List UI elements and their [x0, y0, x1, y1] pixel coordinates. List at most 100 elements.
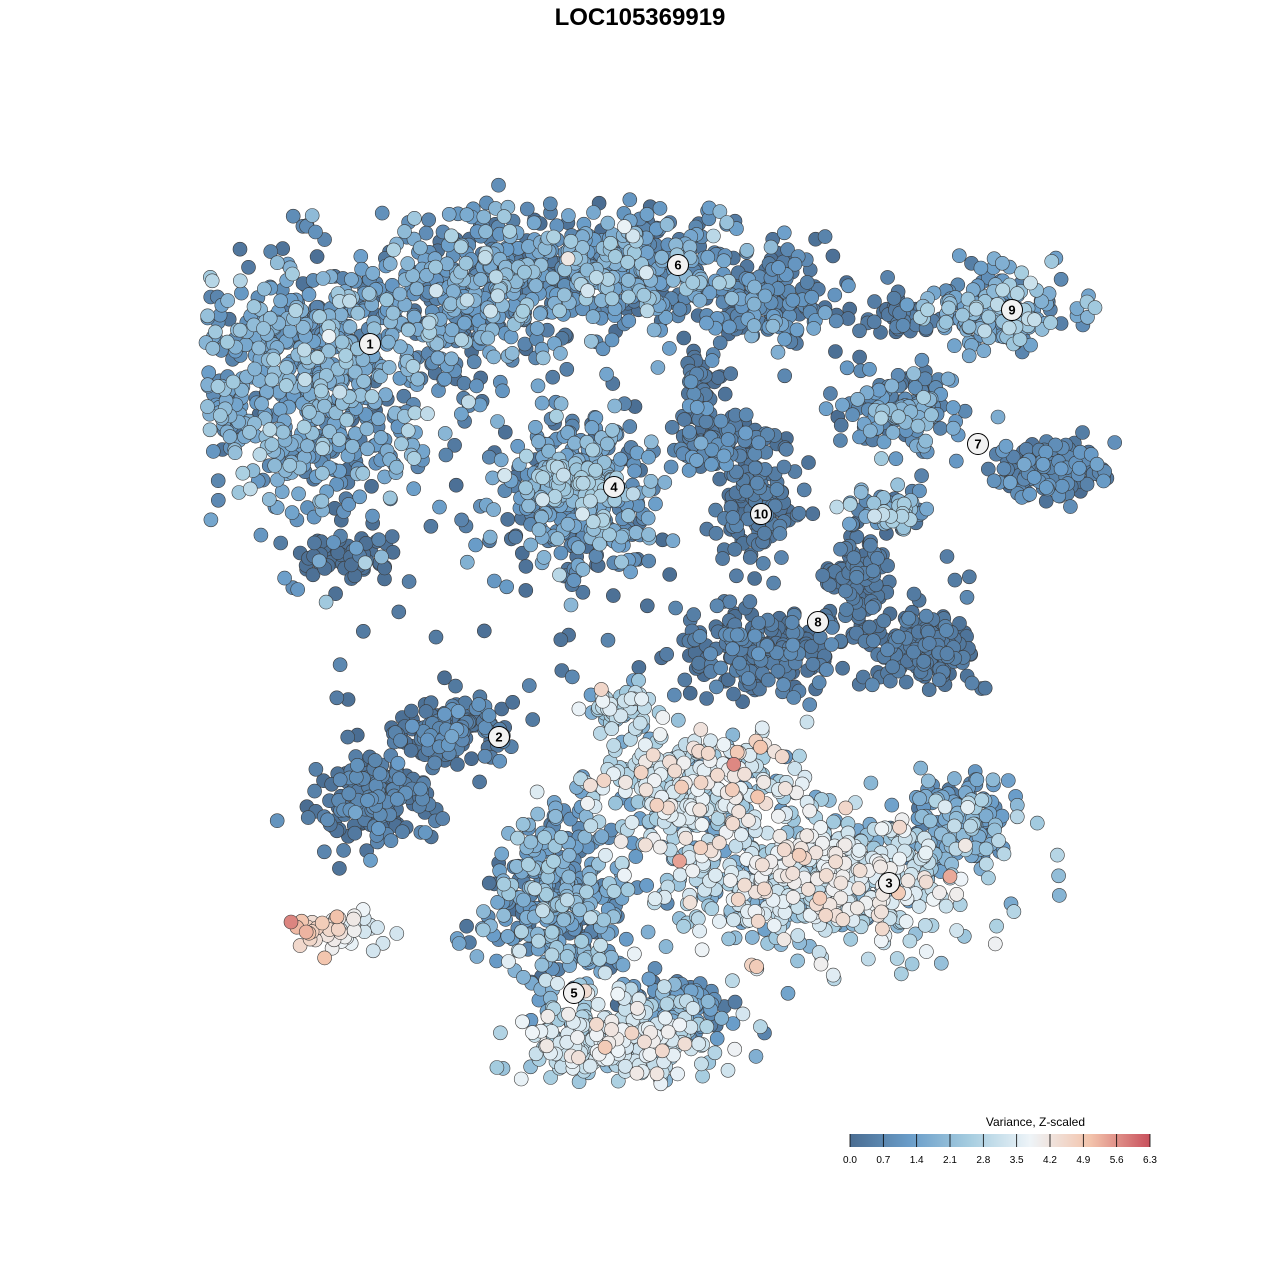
data-point: [273, 535, 289, 551]
data-point: [650, 360, 666, 375]
data-point: [417, 825, 433, 840]
data-point: [748, 1049, 764, 1064]
data-point: [438, 447, 454, 463]
data-point: [510, 830, 525, 846]
data-point: [441, 207, 457, 222]
data-point: [631, 660, 647, 675]
data-point: [302, 404, 317, 420]
data-point: [646, 322, 662, 338]
data-point: [1022, 486, 1037, 502]
data-point: [862, 423, 878, 439]
data-point: [545, 270, 560, 286]
data-point: [945, 420, 961, 436]
data-point: [220, 293, 235, 308]
data-point: [404, 718, 420, 734]
data-point: [203, 512, 219, 528]
data-point: [523, 834, 539, 850]
data-point: [514, 924, 529, 939]
data-point: [420, 732, 435, 748]
data-point: [817, 229, 833, 244]
data-point: [865, 563, 881, 579]
data-point: [496, 907, 512, 923]
data-point: [495, 383, 510, 399]
data-point: [235, 465, 251, 481]
data-point: [641, 553, 657, 569]
data-point: [833, 417, 849, 433]
data-point: [641, 971, 657, 987]
data-point: [332, 861, 347, 876]
data-point: [466, 354, 482, 370]
data-point: [639, 878, 655, 893]
data-point: [835, 660, 850, 676]
data-point: [222, 429, 238, 444]
data-point: [885, 659, 900, 675]
data-point: [818, 401, 834, 417]
data-point: [505, 694, 521, 710]
data-point: [720, 432, 736, 447]
data-point: [961, 348, 977, 364]
data-point: [308, 761, 324, 777]
data-point: [254, 396, 269, 412]
data-point: [496, 209, 512, 224]
data-point: [549, 408, 564, 424]
data-point: [384, 529, 400, 544]
data-point: [780, 985, 796, 1001]
data-point: [428, 259, 443, 275]
data-point: [713, 660, 729, 676]
data-point: [348, 540, 364, 556]
data-point: [791, 505, 807, 521]
data-point: [742, 594, 758, 609]
data-point: [392, 286, 408, 302]
data-point: [477, 748, 493, 764]
data-point: [492, 753, 508, 769]
data-point: [641, 449, 656, 465]
data-point: [435, 811, 451, 826]
data-point: [401, 574, 417, 589]
data-point: [600, 632, 616, 648]
data-point: [689, 452, 704, 468]
data-point: [751, 435, 767, 451]
data-point: [738, 425, 754, 441]
data-point: [938, 314, 954, 330]
data-point: [747, 571, 762, 586]
data-point: [904, 956, 920, 972]
data-point: [689, 400, 705, 415]
data-point: [760, 672, 776, 688]
data-point: [922, 813, 938, 829]
data-point: [640, 924, 656, 940]
data-point: [390, 755, 406, 771]
data-point: [537, 830, 552, 845]
data-point: [658, 939, 674, 954]
data-point: [940, 371, 956, 387]
data-point: [560, 516, 576, 532]
data-point: [412, 240, 428, 256]
data-point: [789, 322, 805, 338]
data-point: [585, 309, 601, 325]
data-point: [307, 783, 322, 799]
data-point: [804, 289, 820, 305]
data-point: [1089, 456, 1105, 472]
data-point: [622, 419, 638, 434]
data-point: [862, 361, 877, 377]
data-point: [210, 473, 226, 489]
data-point: [518, 559, 534, 574]
data-point: [406, 481, 422, 497]
data-point: [481, 449, 497, 465]
data-point: [841, 278, 856, 294]
data-point: [884, 378, 900, 394]
data-point: [531, 522, 547, 538]
data-point: [454, 332, 469, 348]
data-point: [716, 253, 732, 269]
data-point: [225, 374, 241, 390]
data-point: [561, 847, 577, 863]
data-point: [874, 451, 889, 466]
data-point: [708, 525, 724, 541]
data-point: [208, 324, 223, 340]
data-point: [577, 952, 592, 967]
data-point: [300, 438, 315, 454]
data-point: [974, 792, 990, 808]
data-point: [421, 212, 437, 228]
data-point: [604, 291, 620, 307]
data-point: [910, 418, 926, 434]
data-point: [785, 292, 801, 308]
